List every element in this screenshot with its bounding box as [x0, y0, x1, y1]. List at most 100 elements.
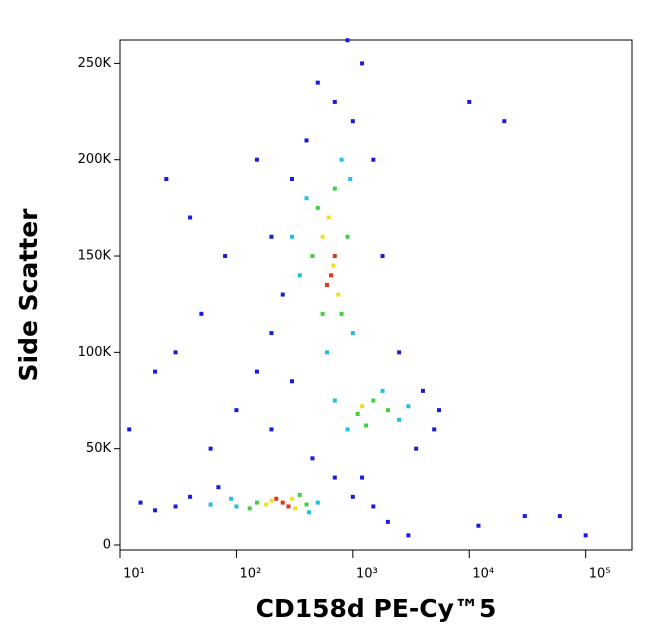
- point: [345, 427, 350, 432]
- point: [332, 99, 337, 104]
- point: [371, 157, 376, 162]
- point: [345, 234, 350, 239]
- point: [173, 504, 178, 509]
- point: [332, 254, 337, 259]
- point: [289, 496, 294, 501]
- point: [332, 398, 337, 403]
- plot-frame: [119, 39, 633, 551]
- point: [380, 388, 385, 393]
- point: [332, 186, 337, 191]
- y-tick-label: 0: [103, 537, 111, 552]
- point: [297, 273, 302, 278]
- y-tick-label: 200K: [78, 152, 112, 167]
- point: [269, 331, 274, 336]
- point: [397, 417, 402, 422]
- point: [406, 533, 411, 538]
- point: [304, 502, 309, 507]
- point: [360, 61, 365, 66]
- point: [348, 176, 353, 181]
- point: [188, 494, 193, 499]
- point: [216, 485, 221, 490]
- point: [138, 500, 143, 505]
- point: [331, 263, 336, 268]
- x-tick-label: 10³: [356, 567, 378, 582]
- point: [280, 500, 285, 505]
- point: [208, 502, 213, 507]
- point: [304, 138, 309, 143]
- point: [254, 157, 259, 162]
- point: [274, 496, 279, 501]
- point: [339, 157, 344, 162]
- point: [264, 502, 269, 507]
- point: [173, 350, 178, 355]
- point: [414, 446, 419, 451]
- point: [234, 504, 239, 509]
- point: [247, 506, 252, 511]
- point: [325, 282, 330, 287]
- point: [355, 411, 360, 416]
- point: [364, 423, 369, 428]
- y-axis-label: Side Scatter: [14, 208, 43, 382]
- point: [345, 38, 350, 43]
- y-tick-label: 100K: [78, 345, 112, 360]
- point: [127, 427, 132, 432]
- point: [397, 350, 402, 355]
- point: [432, 427, 437, 432]
- point: [229, 496, 234, 501]
- point: [583, 533, 588, 538]
- x-axis-label: CD158d PE-Cy™5: [256, 594, 497, 623]
- point: [254, 369, 259, 374]
- point: [293, 506, 298, 511]
- y-tick-label: 150K: [78, 249, 112, 264]
- point: [315, 205, 320, 210]
- point: [339, 311, 344, 316]
- point: [350, 119, 355, 124]
- point: [153, 508, 158, 513]
- point: [199, 311, 204, 316]
- point: [360, 475, 365, 480]
- point: [385, 408, 390, 413]
- point: [332, 475, 337, 480]
- point: [320, 311, 325, 316]
- point: [522, 514, 527, 519]
- point: [188, 215, 193, 220]
- point: [286, 504, 291, 509]
- point: [320, 234, 325, 239]
- y-tick-label: 50K: [86, 441, 112, 456]
- point: [269, 234, 274, 239]
- point: [254, 500, 259, 505]
- point: [350, 494, 355, 499]
- point: [223, 254, 228, 259]
- point: [315, 80, 320, 85]
- x-tick-label: 10¹: [123, 567, 145, 582]
- point: [289, 234, 294, 239]
- point: [385, 519, 390, 524]
- point: [326, 215, 331, 220]
- point: [557, 514, 562, 519]
- point: [310, 456, 315, 461]
- point: [164, 176, 169, 181]
- point: [269, 427, 274, 432]
- x-tick-label: 10⁴: [472, 567, 494, 582]
- point: [269, 498, 274, 503]
- x-tick-label: 10²: [240, 567, 262, 582]
- point: [371, 504, 376, 509]
- point: [153, 369, 158, 374]
- point: [208, 446, 213, 451]
- point: [437, 408, 442, 413]
- point: [310, 254, 315, 259]
- point: [371, 398, 376, 403]
- point: [289, 176, 294, 181]
- point: [467, 99, 472, 104]
- point: [325, 350, 330, 355]
- point: [315, 500, 320, 505]
- x-tick-label: 10⁵: [589, 567, 611, 582]
- point: [329, 273, 334, 278]
- point: [360, 404, 365, 409]
- point: [502, 119, 507, 124]
- point: [289, 379, 294, 384]
- point: [280, 292, 285, 297]
- point: [306, 510, 311, 515]
- point: [234, 408, 239, 413]
